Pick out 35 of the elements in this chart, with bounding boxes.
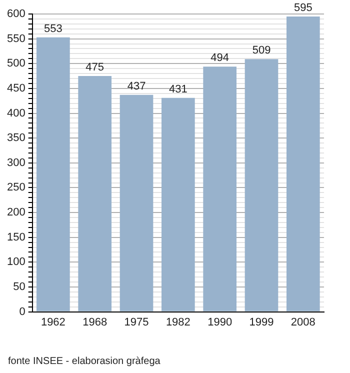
x-tick-label: 1962 (40, 316, 66, 328)
data-label: 494 (210, 52, 230, 64)
bar (36, 37, 70, 312)
y-tick-label: 500 (6, 58, 26, 70)
bar (78, 76, 112, 312)
bar (120, 94, 154, 312)
y-tick-label: 550 (6, 32, 26, 45)
y-tick-label: 400 (6, 107, 26, 120)
y-tick-label: 450 (6, 82, 26, 94)
y-tick-label: 300 (6, 156, 26, 169)
y-tick-label: 150 (6, 231, 26, 244)
data-label: 437 (127, 80, 146, 92)
x-tick-label: 1968 (82, 316, 108, 328)
y-tick-label: 600 (6, 8, 26, 20)
y-tick-label: 50 (13, 281, 26, 294)
y-tick-label: 0 (19, 306, 26, 318)
x-tick-label: 1982 (166, 316, 190, 328)
source-note: fonte INSEE - elaborasion gràfega (8, 356, 161, 367)
bar (203, 66, 237, 312)
data-label: 595 (294, 2, 312, 14)
data-label: 553 (44, 22, 62, 35)
bar (244, 59, 278, 312)
bar (162, 98, 195, 312)
x-tick-label: 2008 (290, 316, 316, 328)
y-tick-label: 350 (6, 132, 26, 144)
data-label: 475 (86, 62, 104, 74)
x-tick-label: 1975 (124, 316, 149, 328)
y-tick-label: 250 (6, 182, 26, 194)
y-tick-label: 100 (6, 256, 26, 268)
data-label: 431 (168, 83, 188, 96)
y-tick-label: 200 (6, 206, 26, 219)
data-label: 509 (252, 44, 271, 57)
bar (286, 16, 320, 312)
x-tick-label: 1999 (249, 316, 274, 328)
x-tick-label: 1990 (208, 316, 232, 328)
